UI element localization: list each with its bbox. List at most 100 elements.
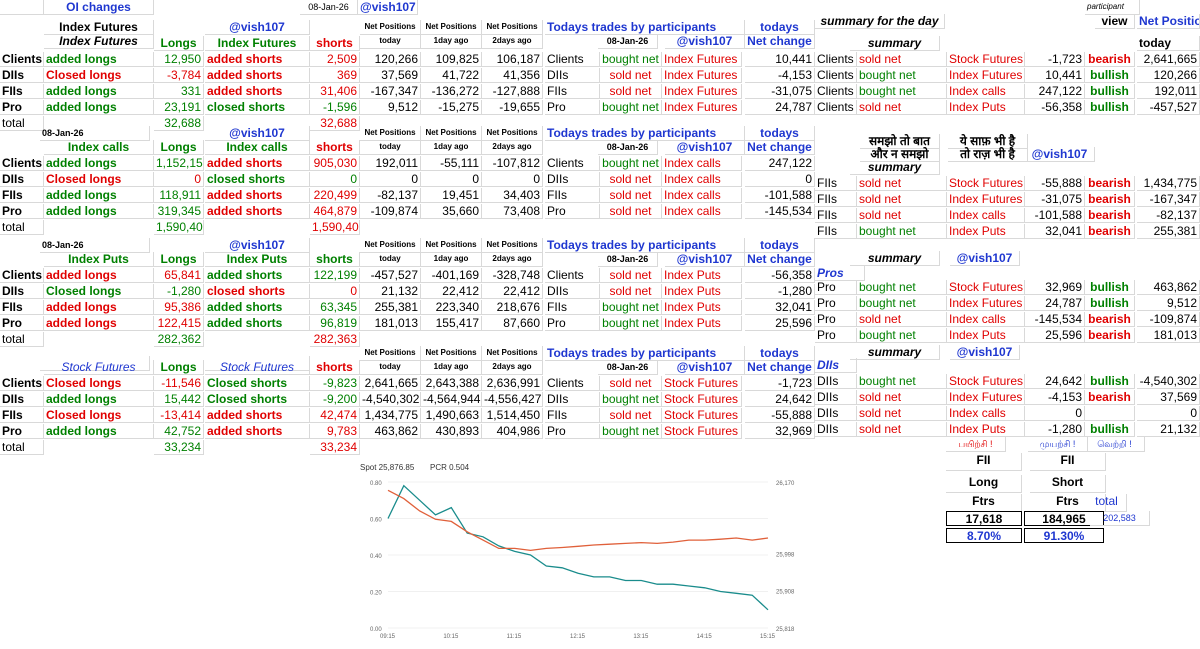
- trades-handle[interactable]: @vish107: [665, 360, 745, 375]
- np-today[interactable]: 255,381: [360, 300, 421, 315]
- summary-value[interactable]: 25,596: [1025, 328, 1085, 343]
- section-date[interactable]: 08-Jan-26: [40, 238, 150, 253]
- long-value[interactable]: 23,191: [154, 100, 204, 115]
- trade-instrument[interactable]: Stock Futures: [662, 392, 742, 407]
- summary-np-today[interactable]: -457,527: [1137, 100, 1200, 115]
- summary-action[interactable]: sold net: [857, 192, 947, 207]
- trades-date[interactable]: 08-Jan-26: [598, 140, 658, 155]
- trade-instrument[interactable]: Index calls: [662, 156, 742, 171]
- trade-participant[interactable]: Clients: [545, 156, 600, 171]
- np-1day[interactable]: -4,564,944: [421, 392, 482, 407]
- trade-action[interactable]: bought net: [600, 392, 662, 407]
- summary-label[interactable]: summary: [850, 251, 940, 266]
- trade-participant[interactable]: FIIs: [545, 84, 600, 99]
- participant-name[interactable]: Clients: [0, 52, 44, 67]
- trade-participant[interactable]: Pro: [545, 316, 600, 331]
- np-today[interactable]: 9,512: [360, 100, 421, 115]
- summary-value[interactable]: 32,041: [1025, 224, 1085, 239]
- long-value[interactable]: 122,415: [154, 316, 204, 331]
- summary-view[interactable]: bearish: [1085, 176, 1135, 191]
- np-today[interactable]: -109,874: [360, 204, 421, 219]
- total-longs[interactable]: 33,234: [154, 440, 204, 455]
- np-today[interactable]: -167,347: [360, 84, 421, 99]
- summary-value[interactable]: -145,534: [1025, 312, 1085, 327]
- np-subheader[interactable]: 1day ago: [421, 252, 482, 267]
- trade-participant[interactable]: FIIs: [545, 300, 600, 315]
- summary-participant[interactable]: Clients: [815, 52, 857, 67]
- todays-header[interactable]: todays: [745, 126, 815, 141]
- hindi-text-3[interactable]: ये साफ़ भी है: [948, 134, 1028, 149]
- section-name[interactable]: Index Futures: [44, 20, 154, 35]
- trade-value[interactable]: 32,969: [745, 424, 815, 439]
- summary-action[interactable]: bought net: [857, 84, 947, 99]
- trade-value[interactable]: 247,122: [745, 156, 815, 171]
- np-2days[interactable]: 2,636,991: [482, 376, 543, 391]
- section-name[interactable]: Stock Futures: [44, 360, 154, 375]
- short-action[interactable]: Closed shorts: [205, 376, 310, 391]
- np-today[interactable]: -457,527: [360, 268, 421, 283]
- summary-action[interactable]: bought net: [857, 296, 947, 311]
- summary-participant[interactable]: DIIs: [815, 390, 857, 405]
- short-value[interactable]: 42,474: [310, 408, 360, 423]
- trade-value[interactable]: -1,723: [745, 376, 815, 391]
- short-action[interactable]: closed shorts: [205, 172, 310, 187]
- trade-action[interactable]: sold net: [600, 284, 662, 299]
- long-action[interactable]: Closed longs: [44, 408, 154, 423]
- summary-instrument[interactable]: Stock Futures: [947, 52, 1025, 67]
- trades-header[interactable]: Todays trades by participants: [545, 126, 745, 141]
- long-value[interactable]: 118,911: [154, 188, 204, 203]
- np-subheader[interactable]: today: [360, 34, 421, 49]
- trade-instrument[interactable]: Index Futures: [662, 100, 742, 115]
- np-header[interactable]: Net Positions: [421, 238, 482, 253]
- np-1day[interactable]: 430,893: [421, 424, 482, 439]
- trade-value[interactable]: -145,534: [745, 204, 815, 219]
- shorts-header[interactable]: shorts: [310, 252, 360, 267]
- summary-participant[interactable]: FIIs: [815, 176, 857, 191]
- np-subheader[interactable]: 1day ago: [421, 34, 482, 49]
- trades-date[interactable]: 08-Jan-26: [598, 360, 658, 375]
- summary-instrument[interactable]: Index Futures: [947, 296, 1025, 311]
- trade-value[interactable]: -101,588: [745, 188, 815, 203]
- participant-name[interactable]: Pro: [0, 204, 44, 219]
- summary-instrument[interactable]: Index Futures: [947, 390, 1025, 405]
- longs-header[interactable]: Longs: [154, 252, 204, 267]
- fii-long-value[interactable]: 17,618: [946, 511, 1022, 526]
- np-1day[interactable]: 19,451: [421, 188, 482, 203]
- section-handle[interactable]: @vish107: [205, 126, 310, 141]
- net-change-header[interactable]: Net change: [745, 360, 815, 375]
- summary-label[interactable]: summary: [850, 36, 940, 51]
- summary-np-today[interactable]: 463,862: [1137, 280, 1200, 295]
- trades-handle[interactable]: @vish107: [665, 140, 745, 155]
- summary-value[interactable]: 0: [1025, 406, 1085, 421]
- summary-participant[interactable]: Clients: [815, 68, 857, 83]
- np-1day[interactable]: 155,417: [421, 316, 482, 331]
- short-action[interactable]: added shorts: [205, 52, 310, 67]
- section-name2[interactable]: Index Puts: [205, 252, 310, 267]
- np-1day[interactable]: 41,722: [421, 68, 482, 83]
- trades-header[interactable]: Todays trades by participants: [545, 238, 745, 253]
- section-handle[interactable]: @vish107: [205, 238, 310, 253]
- section-sub[interactable]: Index Futures: [44, 34, 154, 49]
- trades-header[interactable]: Todays trades by participants: [545, 346, 745, 361]
- np-1day[interactable]: 109,825: [421, 52, 482, 67]
- summary-day-header[interactable]: summary for the day: [815, 14, 945, 29]
- np-header[interactable]: Net Positions: [482, 20, 543, 35]
- long-value[interactable]: -3,784: [154, 68, 204, 83]
- summary-instrument[interactable]: Index Puts: [947, 100, 1025, 115]
- trade-action[interactable]: sold net: [600, 84, 662, 99]
- short-value[interactable]: 220,499: [310, 188, 360, 203]
- summary-value[interactable]: -56,358: [1025, 100, 1085, 115]
- trade-action[interactable]: bought net: [600, 100, 662, 115]
- trade-participant[interactable]: FIIs: [545, 408, 600, 423]
- tamil-2[interactable]: முயற்சி !: [1028, 437, 1088, 452]
- summary-participant[interactable]: DIIs: [815, 406, 857, 421]
- np-header[interactable]: Net Positions: [360, 20, 421, 35]
- summary-participant[interactable]: Pro: [815, 296, 857, 311]
- short-action[interactable]: closed shorts: [205, 284, 310, 299]
- long-value[interactable]: -11,546: [154, 376, 204, 391]
- long-value[interactable]: 1,152,152: [154, 156, 204, 171]
- summary-np-today[interactable]: 2,641,665: [1137, 52, 1200, 67]
- summary-participant[interactable]: Pro: [815, 312, 857, 327]
- total-shorts[interactable]: 32,688: [310, 116, 360, 131]
- short-action[interactable]: added shorts: [205, 300, 310, 315]
